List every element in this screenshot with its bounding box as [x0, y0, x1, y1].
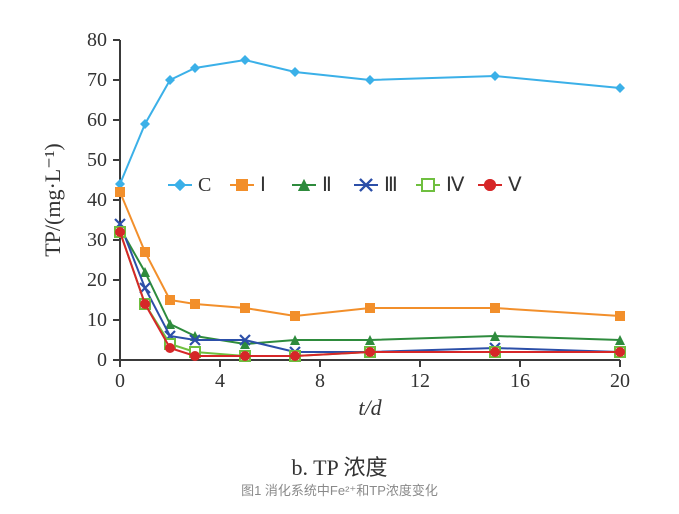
- svg-text:4: 4: [215, 370, 225, 392]
- svg-text:0: 0: [97, 349, 107, 371]
- svg-text:60: 60: [87, 109, 107, 131]
- svg-text:Ⅰ: Ⅰ: [260, 174, 266, 196]
- svg-text:70: 70: [87, 69, 107, 91]
- svg-text:Ⅳ: Ⅳ: [446, 174, 465, 196]
- svg-text:30: 30: [87, 229, 107, 251]
- svg-text:10: 10: [87, 309, 107, 331]
- svg-text:50: 50: [87, 149, 107, 171]
- svg-text:Ⅲ: Ⅲ: [384, 174, 398, 196]
- svg-text:8: 8: [315, 370, 325, 392]
- svg-text:C: C: [198, 174, 211, 196]
- subplot-title: b. TP 浓度: [0, 450, 679, 482]
- svg-text:20: 20: [610, 370, 630, 392]
- svg-text:TP/(mg·L⁻¹): TP/(mg·L⁻¹): [40, 143, 65, 257]
- svg-text:40: 40: [87, 189, 107, 211]
- tp-chart: 0 10 20 30 40 50 60 70 80 0 4 8 12 16 20 t/d TP/(mg·L⁻¹)…: [30, 20, 650, 420]
- svg-text:16: 16: [510, 370, 530, 392]
- svg-text:t/d: t/d: [358, 395, 382, 420]
- svg-text:80: 80: [87, 29, 107, 51]
- svg-text:12: 12: [410, 370, 430, 392]
- svg-text:Ⅴ: Ⅴ: [508, 174, 522, 196]
- svg-text:20: 20: [87, 269, 107, 291]
- figure-caption: 图1 消化系统中Fe²⁺和TP浓度变化: [0, 480, 679, 499]
- svg-text:Ⅱ: Ⅱ: [322, 174, 332, 196]
- svg-text:0: 0: [115, 370, 125, 392]
